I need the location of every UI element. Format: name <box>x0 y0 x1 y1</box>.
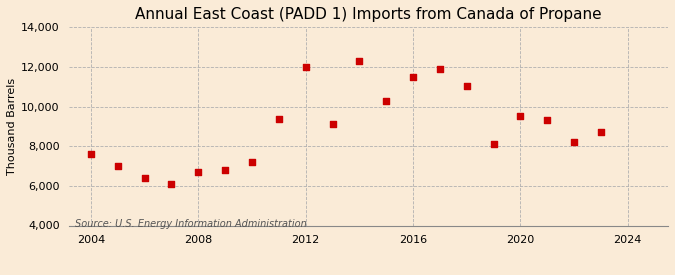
Point <box>381 98 392 103</box>
Point <box>435 67 446 71</box>
Point <box>59 189 70 193</box>
Point <box>220 168 231 172</box>
Y-axis label: Thousand Barrels: Thousand Barrels <box>7 78 17 175</box>
Point <box>327 122 338 127</box>
Point <box>408 75 418 79</box>
Point <box>595 130 606 134</box>
Point <box>246 160 257 164</box>
Point <box>569 140 580 144</box>
Point <box>193 170 204 174</box>
Title: Annual East Coast (PADD 1) Imports from Canada of Propane: Annual East Coast (PADD 1) Imports from … <box>136 7 602 22</box>
Point <box>542 118 553 123</box>
Point <box>139 176 150 180</box>
Text: Source: U.S. Energy Information Administration: Source: U.S. Energy Information Administ… <box>76 219 307 229</box>
Point <box>354 59 364 63</box>
Point <box>112 164 123 168</box>
Point <box>488 142 499 146</box>
Point <box>461 84 472 88</box>
Point <box>273 117 284 122</box>
Point <box>86 152 97 156</box>
Point <box>166 182 177 186</box>
Point <box>515 114 526 119</box>
Point <box>300 65 311 69</box>
